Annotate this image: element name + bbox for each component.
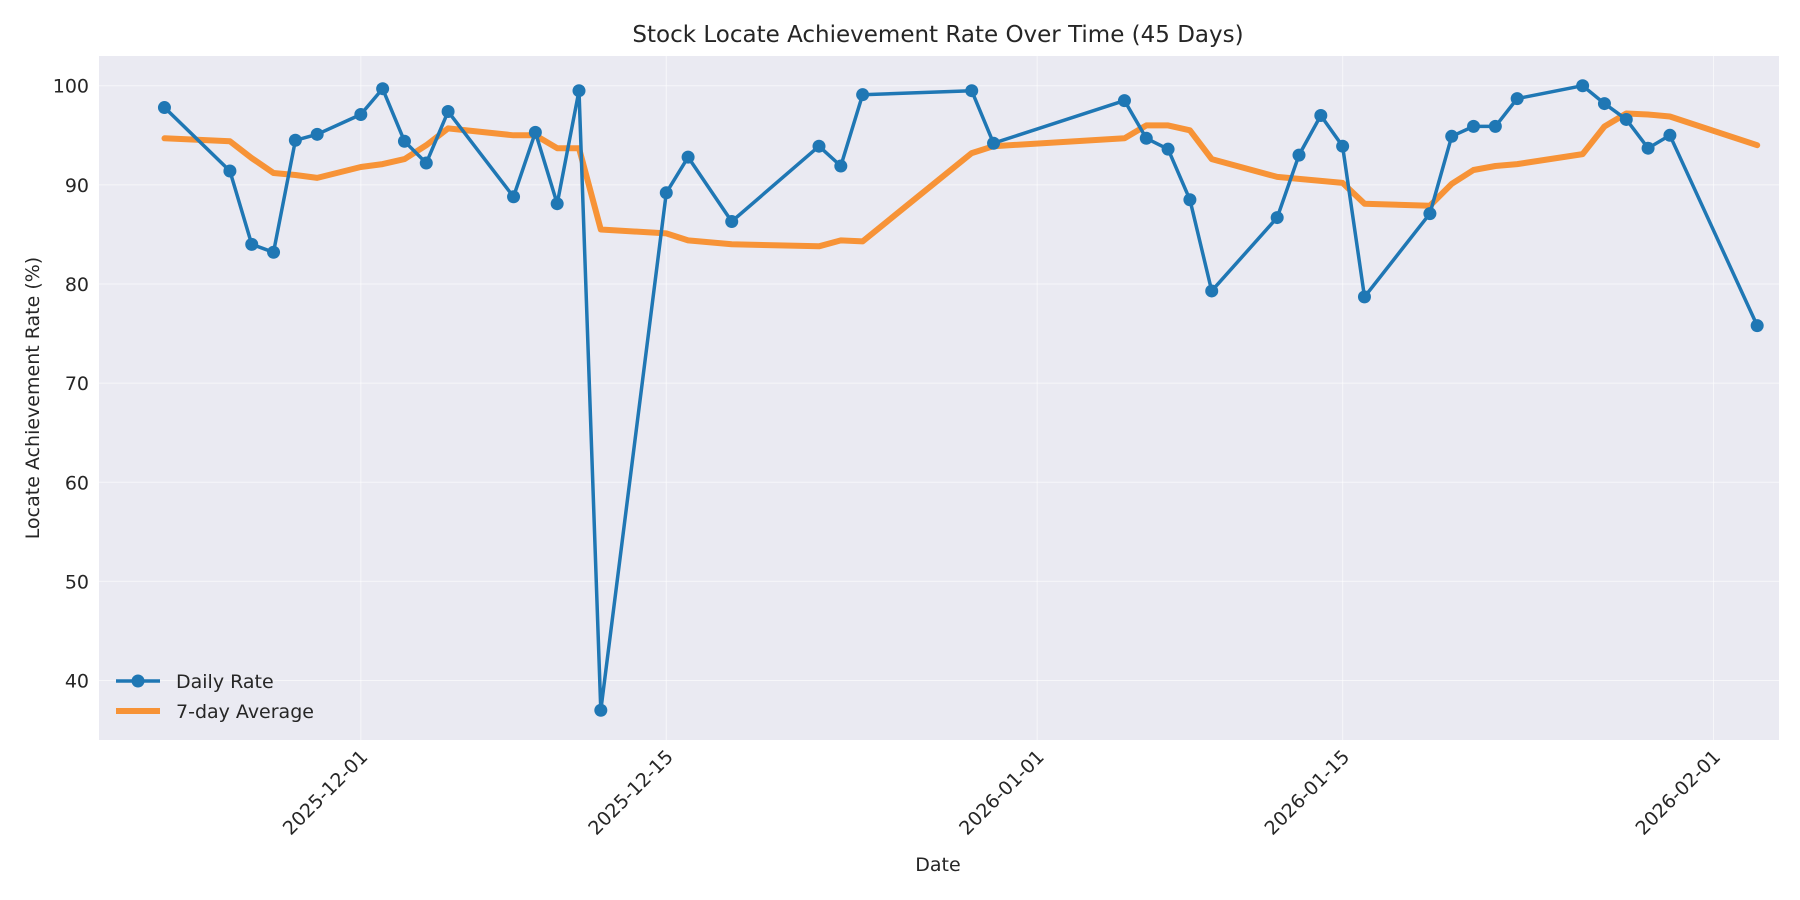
daily-rate-point (1139, 131, 1153, 145)
daily-rate-point (528, 125, 542, 139)
legend-average-label: 7-day Average (176, 701, 314, 723)
x-tick-label: 2026-01-15 (1261, 746, 1355, 840)
daily-rate-point (1750, 319, 1764, 333)
daily-rate-point (1357, 290, 1371, 304)
daily-rate-point (812, 139, 826, 153)
plot-area (99, 56, 1779, 740)
x-tick-label: 2026-01-01 (955, 746, 1049, 840)
daily-rate-point (1183, 193, 1197, 207)
chart-title: Stock Locate Achievement Rate Over Time … (632, 22, 1243, 48)
y-tick-label: 100 (53, 76, 89, 98)
daily-rate-point (223, 164, 237, 178)
x-axis-label: Date (915, 854, 960, 876)
daily-rate-point (1336, 139, 1350, 153)
daily-rate-point (1292, 148, 1306, 162)
daily-rate-point (681, 150, 695, 164)
daily-rate-point (288, 133, 302, 147)
daily-rate-point (1488, 119, 1502, 133)
daily-rate-point (1663, 128, 1677, 142)
y-tick-label: 40 (65, 671, 89, 693)
daily-rate-point (1205, 284, 1219, 298)
daily-rate-point (1619, 112, 1633, 126)
daily-rate-point (1641, 141, 1655, 155)
daily-rate-point (1467, 119, 1481, 133)
legend-daily-marker (131, 674, 145, 688)
daily-rate-point (1117, 94, 1131, 108)
daily-rate-point (310, 127, 324, 141)
daily-rate-point (550, 197, 564, 211)
y-tick-label: 50 (65, 571, 89, 593)
y-axis-ticks: 40 50 60 70 80 90 100 (53, 76, 89, 693)
x-tick-label: 2025-12-15 (584, 746, 678, 840)
y-tick-label: 90 (65, 175, 89, 197)
series-line-7-day-average (161, 110, 1761, 250)
daily-rate-point (987, 136, 1001, 150)
daily-rate-point (1270, 211, 1284, 225)
x-axis-ticks: 2025-12-01 2025-12-15 2026-01-01 2026-01-15… (279, 746, 1725, 840)
legend-daily-label: Daily Rate (176, 671, 274, 693)
daily-rate-point (267, 245, 281, 259)
daily-rate-point (419, 156, 433, 170)
daily-rate-point (659, 186, 673, 200)
series-layer (157, 79, 1764, 717)
daily-rate-point (397, 134, 411, 148)
x-tick-label: 2026-02-01 (1631, 746, 1725, 840)
daily-rate-point (1510, 92, 1524, 106)
legend: Daily Rate 7-day Average (116, 671, 314, 723)
x-tick-label: 2025-12-01 (279, 746, 373, 840)
daily-rate-point (354, 107, 368, 121)
daily-rate-point (725, 215, 739, 229)
daily-rate-point (1576, 79, 1590, 93)
daily-rate-point (245, 237, 259, 251)
daily-rate-point (572, 84, 586, 98)
daily-rate-point (1597, 97, 1611, 111)
daily-rate-point (856, 88, 870, 102)
daily-rate-point (1423, 207, 1437, 221)
daily-rate-point (1445, 129, 1459, 143)
daily-rate-point (1161, 142, 1175, 156)
daily-rate-point (507, 190, 521, 204)
daily-rate-point (441, 105, 455, 119)
daily-rate-point (376, 82, 390, 96)
y-tick-label: 70 (65, 373, 89, 395)
daily-rate-point (834, 159, 848, 173)
daily-rate-point (965, 84, 979, 98)
daily-rate-point (1314, 108, 1328, 122)
y-tick-label: 60 (65, 472, 89, 494)
daily-rate-point (594, 703, 608, 717)
y-tick-label: 80 (65, 274, 89, 296)
daily-rate-point (157, 101, 171, 115)
y-axis-label: Locate Achievement Rate (%) (22, 257, 44, 539)
